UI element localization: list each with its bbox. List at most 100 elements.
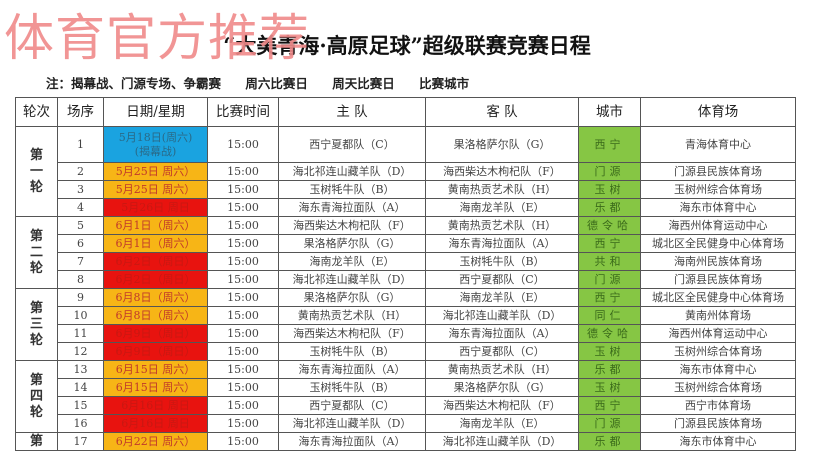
round-label: 第 — [15, 432, 58, 451]
match-no: 1 — [57, 126, 104, 163]
date-cell: 6月15日 周六） — [103, 360, 208, 379]
date-cell: 5月18日(周六) (揭幕战) — [103, 126, 208, 163]
header-away: 客 队 — [425, 97, 579, 127]
date-text: 6月22日 周六） — [115, 435, 196, 448]
away-team: 海南龙羊队（E） — [425, 198, 579, 217]
date-cell: 5月25日 周六） — [103, 162, 208, 181]
note-item: 周六比赛日 — [245, 76, 308, 91]
date-text: 6月16日 周日 — [121, 399, 190, 412]
venue: 门源县民族体育场 — [640, 414, 796, 433]
date-text: 6月9日（周日） — [115, 327, 196, 340]
date-cell: 6月9日（周日） — [103, 324, 208, 343]
home-team: 海东青海拉面队（A） — [278, 198, 426, 217]
venue: 门源县民族体育场 — [640, 162, 796, 181]
date-text: 5月25日 周六） — [115, 183, 196, 196]
match-time: 15:00 — [207, 324, 279, 343]
home-team: 海北祁连山藏羊队（D） — [278, 270, 426, 289]
table-row: 14 6月15日 周六） 15:00 玉树牦牛队（B） 果洛格萨尔队（G） 玉树 玉树州综合… — [16, 378, 796, 397]
table-row: 2 5月25日 周六） 15:00 海北祁连山藏羊队（D） 海西柴达木枸杞队（F） 门源门… — [16, 162, 796, 181]
date-text: 6月2日（周日） — [115, 255, 196, 268]
date-cell: 6月1日（周六） — [103, 216, 208, 235]
header-date: 日期/星期 — [103, 97, 208, 127]
date-text: 6月8日（周六） — [115, 291, 196, 304]
away-team: 玉树牦牛队（B） — [425, 252, 579, 271]
city: 西宁 — [578, 234, 641, 253]
match-time: 15:00 — [207, 432, 279, 451]
date-cell: 6月16日 周日 — [103, 414, 208, 433]
table-row: 7 6月2日（周日） 15:00 海南龙羊队（E） 玉树牦牛队（B） 共和 海南州民族体育场 — [16, 252, 796, 271]
table-row: 4 5月26日 周日 15:00 海东青海拉面队（A） 海南龙羊队（E） 乐都 海东市体育中… — [16, 198, 796, 217]
away-team: 海东青海拉面队（A） — [425, 324, 579, 343]
match-no: 16 — [57, 414, 104, 433]
home-team: 玉树牦牛队（B） — [278, 378, 426, 397]
city: 门源 — [578, 414, 641, 433]
header-round: 轮次 — [15, 97, 58, 127]
venue: 海西州体育运动中心 — [640, 216, 796, 235]
table-row: 第三轮 9 6月8日（周六） 15:00 果洛格萨尔队（G） 海南龙羊队（E） 西宁 城北区全… — [15, 288, 796, 361]
table-row: 第一轮 1 5月18日(周六) (揭幕战) 15:00 西宁夏都队（C） 果洛格萨尔队（G）… — [15, 126, 796, 217]
watermark: 体育官方推荐 — [4, 9, 310, 67]
match-time: 15:00 — [207, 288, 279, 307]
home-team: 海东青海拉面队（A） — [278, 360, 426, 379]
away-team: 果洛格萨尔队（G） — [425, 126, 579, 163]
table-row: 第二轮 5 6月1日（周六） 15:00 海西柴达木枸杞队（F） 黄南热贡艺术队（H） 德令… — [15, 216, 796, 289]
away-team: 黄南热贡艺术队（H） — [425, 360, 579, 379]
home-team: 西宁夏都队（C） — [278, 396, 426, 415]
match-time: 15:00 — [207, 126, 279, 163]
date-cell: 5月26日 周日 — [103, 198, 208, 217]
home-team: 海北祁连山藏羊队（D） — [278, 414, 426, 433]
match-time: 15:00 — [207, 306, 279, 325]
date-text: 6月1日（周六） — [115, 219, 196, 232]
match-no: 4 — [57, 198, 104, 217]
header-row: 轮次 场序 日期/星期 比赛时间 主 队 客 队 城市 体育场 — [15, 97, 796, 127]
round-label: 第三轮 — [15, 288, 58, 361]
city: 乐都 — [578, 198, 641, 217]
away-team: 海南龙羊队（E） — [425, 288, 579, 307]
city: 德令哈 — [578, 216, 641, 235]
venue: 西宁市体育场 — [640, 396, 796, 415]
schedule-table: 轮次 场序 日期/星期 比赛时间 主 队 客 队 城市 体育场 第一轮 1 5月18… — [15, 97, 796, 451]
match-no: 12 — [57, 342, 104, 361]
match-time: 15:00 — [207, 270, 279, 289]
match-no: 8 — [57, 270, 104, 289]
date-text: 6月1日（周六） — [115, 237, 196, 250]
home-team: 海东青海拉面队（A） — [278, 432, 426, 451]
away-team: 海东青海拉面队（A） — [425, 234, 579, 253]
match-no: 3 — [57, 180, 104, 199]
table-row: 12 6月9日（周日） 15:00 玉树牦牛队（B） 西宁夏都队（C） 玉树 玉树州综合体育… — [16, 342, 796, 361]
venue: 玉树州综合体育场 — [640, 342, 796, 361]
table-row: 第四轮 13 6月15日 周六） 15:00 海东青海拉面队（A） 黄南热贡艺术队（H）乐… — [15, 360, 796, 433]
match-no: 15 — [57, 396, 104, 415]
date-text: 5月25日 周六） — [115, 165, 196, 178]
date-text: 6月15日 周六） — [115, 363, 196, 376]
away-team: 果洛格萨尔队（G） — [425, 378, 579, 397]
match-time: 15:00 — [207, 162, 279, 181]
date-cell: 6月8日（周六） — [103, 306, 208, 325]
table-row: 16 6月16日 周日 15:00 海北祁连山藏羊队（D） 海南龙羊队（E） 门源 门源县民… — [16, 414, 796, 433]
match-no: 7 — [57, 252, 104, 271]
match-no: 2 — [57, 162, 104, 181]
away-team: 黄南热贡艺术队（H） — [425, 216, 579, 235]
match-time: 15:00 — [207, 180, 279, 199]
header-time: 比赛时间 — [207, 97, 279, 127]
venue: 城北区全民健身中心体育场 — [640, 234, 796, 253]
match-no: 10 — [57, 306, 104, 325]
page-title: “大美青海·高原足球”超级联赛竞赛日程 — [223, 33, 591, 58]
match-no: 6 — [57, 234, 104, 253]
city: 德令哈 — [578, 324, 641, 343]
date-text: 6月8日（周六） — [115, 309, 196, 322]
home-team: 海南龙羊队（E） — [278, 252, 426, 271]
note-item: 注：揭幕战、门源专场、争霸赛 — [46, 76, 222, 91]
note-item: 周天比赛日 — [332, 76, 395, 91]
away-team: 黄南热贡艺术队（H） — [425, 180, 579, 199]
venue: 青海体育中心 — [640, 126, 796, 163]
venue: 海东市体育中心 — [640, 360, 796, 379]
city: 玉树 — [578, 342, 641, 361]
home-team: 黄南热贡艺术队（H） — [278, 306, 426, 325]
date-cell: 6月2日（周日） — [103, 252, 208, 271]
home-team: 玉树牦牛队（B） — [278, 180, 426, 199]
home-team: 海西柴达木枸杞队（F） — [278, 216, 426, 235]
city: 门源 — [578, 270, 641, 289]
city: 乐都 — [578, 432, 641, 451]
venue: 海东市体育中心 — [640, 432, 796, 451]
